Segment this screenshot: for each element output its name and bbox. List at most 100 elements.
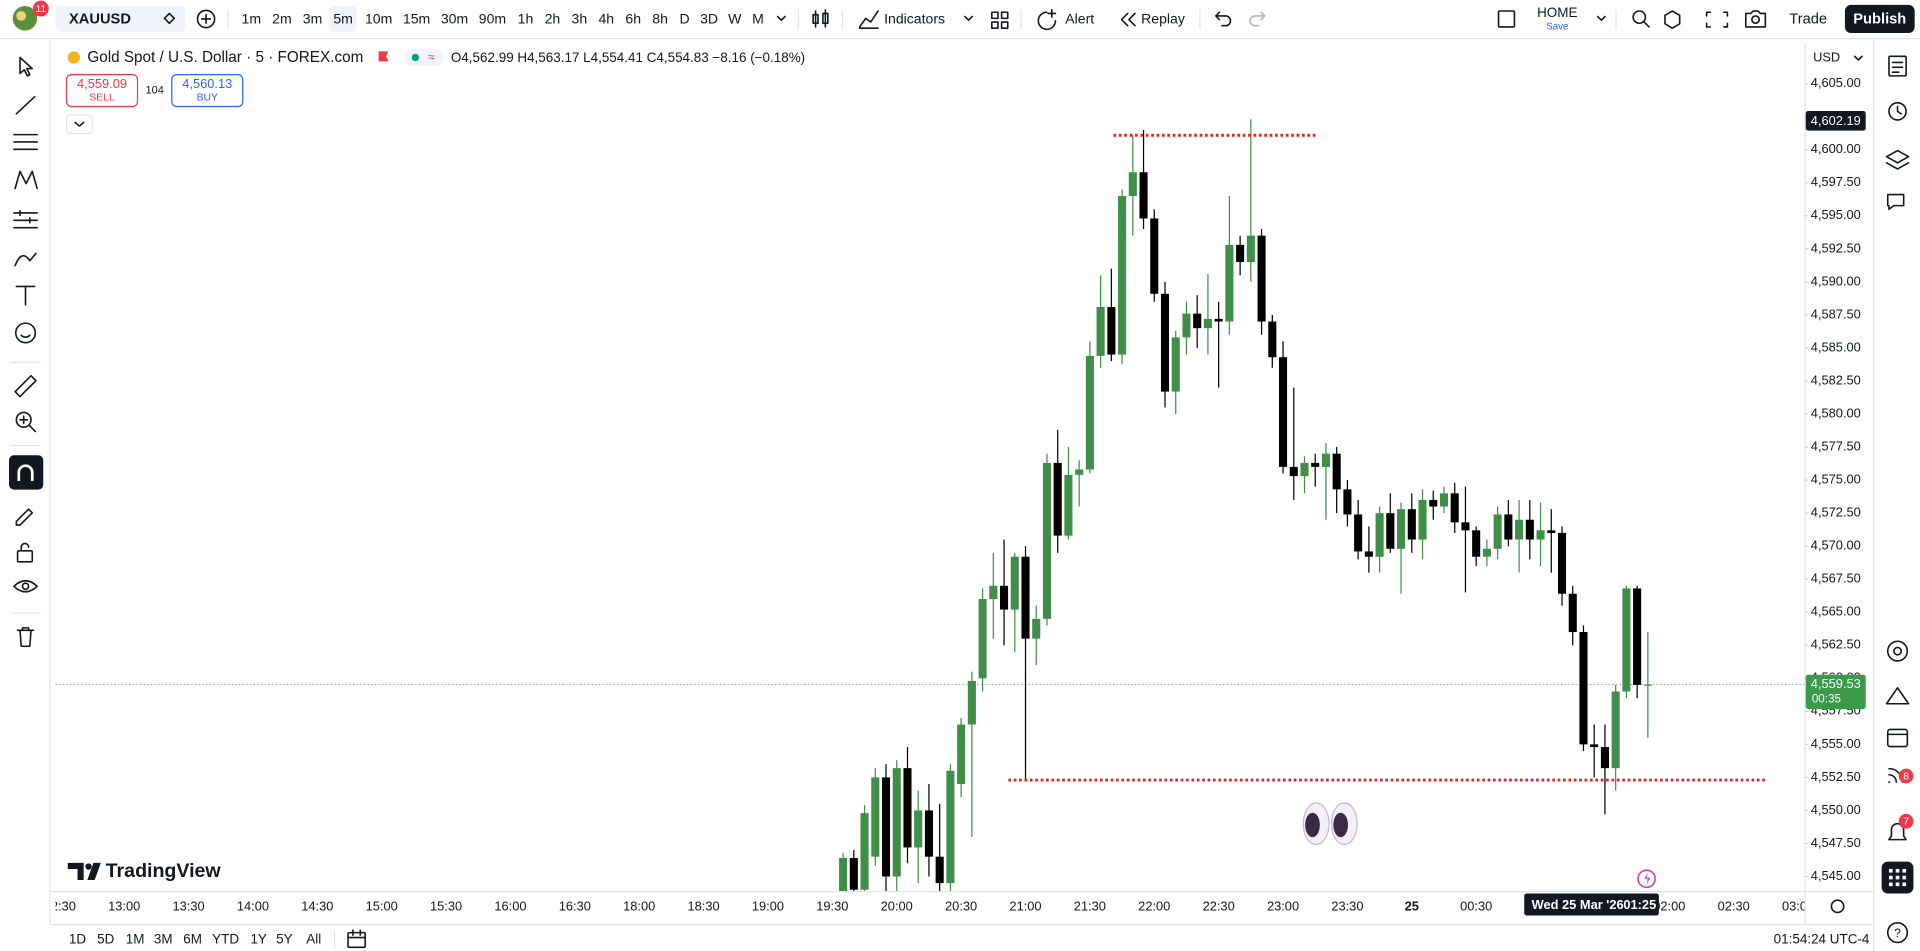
calendar-button[interactable]	[1886, 728, 1909, 748]
remove-tool[interactable]	[16, 627, 35, 648]
publish-button[interactable]: Publish	[1853, 11, 1906, 27]
axis-settings[interactable]	[1830, 899, 1845, 914]
range-button[interactable]: All	[306, 932, 321, 947]
layout-name[interactable]: HOME	[1537, 5, 1577, 20]
timeframe-button[interactable]: 1m	[242, 10, 262, 26]
lock-all-tool[interactable]	[16, 549, 34, 563]
candle-body	[892, 768, 901, 877]
y-tick-label: 4,555.00	[1811, 736, 1861, 751]
currency-dropdown[interactable]	[1853, 55, 1863, 61]
icon-tool[interactable]	[14, 322, 37, 344]
status-pill[interactable]	[404, 48, 444, 67]
watchlist-button[interactable]	[1888, 55, 1907, 77]
zoom-tool-plus	[19, 415, 37, 433]
sell-button[interactable]	[65, 74, 139, 108]
flag[interactable]	[378, 51, 389, 62]
symbol-search[interactable]	[55, 6, 186, 32]
alerts-button[interactable]	[1888, 102, 1907, 121]
layout-button[interactable]	[1497, 10, 1516, 28]
range-button[interactable]: 6M	[183, 932, 202, 947]
timeframe-button[interactable]: 6h	[625, 10, 641, 26]
timeframe-button[interactable]: 4h	[598, 10, 614, 26]
timeframe-button[interactable]: 15m	[403, 10, 430, 26]
candle-body	[1053, 462, 1062, 536]
timeframe-button[interactable]: 1h	[518, 10, 534, 26]
prediction-tool[interactable]	[13, 209, 38, 229]
buy-button[interactable]	[171, 74, 244, 108]
x-tick-label: 16:00	[494, 898, 526, 913]
candle-body	[1236, 244, 1245, 263]
timeframe-dropdown[interactable]	[776, 15, 786, 21]
object-tree-button[interactable]	[1885, 149, 1910, 170]
x-tick-label: 00:30	[1460, 898, 1492, 913]
snapshot-lens	[1751, 15, 1761, 25]
templates-button[interactable]	[991, 11, 1009, 29]
hide-tool[interactable]	[13, 579, 38, 593]
notifications-button[interactable]	[1888, 822, 1907, 841]
publish-button-bg[interactable]	[1844, 4, 1915, 34]
timeframe-button[interactable]: W	[728, 10, 742, 26]
target-button[interactable]	[1886, 640, 1909, 662]
timeframe-group: 1m 2m 3m 5m 10m 15m 30m 90m 1h 2h 3h 4h 6h 8h D 3D W M	[242, 6, 786, 32]
cursor-tool[interactable]	[19, 56, 34, 77]
fullscreen-button[interactable]	[1705, 11, 1729, 28]
currency[interactable]: USD	[1813, 50, 1840, 65]
range-button[interactable]: 3M	[154, 932, 173, 947]
range-button[interactable]: 5D	[97, 932, 114, 947]
text-tool[interactable]	[15, 285, 36, 306]
chart-type-button[interactable]	[812, 8, 829, 28]
go-to-date[interactable]	[347, 931, 366, 949]
magnet-tool-bg[interactable]	[9, 455, 44, 490]
undo-button[interactable]	[1215, 11, 1232, 27]
trend-line-tool[interactable]	[15, 95, 36, 115]
timeframe-button[interactable]: 10m	[365, 10, 392, 26]
clock[interactable]: 01:54:24 UTC-4	[1774, 932, 1870, 947]
help-mark: ?	[1894, 926, 1901, 940]
range-button[interactable]: YTD	[212, 932, 239, 947]
lock-drawing-tool[interactable]	[15, 508, 34, 526]
fib-tool[interactable]	[13, 133, 38, 151]
timeframe-button[interactable]: 90m	[479, 10, 506, 26]
candle-body	[1590, 744, 1599, 748]
quick-search-button[interactable]	[1632, 10, 1647, 25]
timeframe-button[interactable]: 3D	[700, 10, 718, 26]
candle-body	[1107, 307, 1116, 355]
range-button[interactable]: 5Y	[276, 932, 292, 947]
timeframe-button[interactable]: D	[680, 10, 690, 26]
timeframe-button[interactable]: 8h	[652, 10, 668, 26]
redo-button[interactable]	[1249, 11, 1266, 27]
layout-dropdown[interactable]	[1596, 15, 1606, 21]
indicators-button[interactable]: Indicators	[884, 10, 945, 26]
dropdown-icon[interactable]	[964, 15, 974, 21]
ruler-tool[interactable]	[14, 374, 37, 398]
screener-button[interactable]	[1885, 687, 1910, 705]
buy-price: 4,560.13	[182, 76, 232, 91]
timeframe-button[interactable]: 30m	[441, 10, 468, 26]
legend-collapse[interactable]	[65, 114, 93, 135]
help-button[interactable]	[1886, 922, 1909, 944]
trade-button[interactable]: Trade	[1789, 11, 1827, 27]
timeframe-button[interactable]: M	[752, 10, 764, 26]
candle-body	[1536, 530, 1545, 540]
crosshair-time: 01:25	[1623, 897, 1656, 912]
timeframe-button[interactable]: 2m	[272, 10, 292, 26]
timeframe-button[interactable]: 3h	[572, 10, 588, 26]
zoom-tool[interactable]	[15, 411, 32, 428]
range-button[interactable]: 1D	[69, 932, 86, 947]
timeframe-button[interactable]: 3m	[303, 10, 323, 26]
layout-save[interactable]: Save	[1546, 22, 1568, 33]
alert-button[interactable]: Alert	[1065, 10, 1094, 26]
settings-button[interactable]	[1664, 10, 1681, 29]
replay-button[interactable]: Replay	[1141, 10, 1185, 26]
chat-button[interactable]	[1886, 193, 1905, 211]
candle-body	[871, 777, 880, 857]
timeframe-button[interactable]: 5m	[333, 10, 353, 26]
brush-tool[interactable]	[14, 252, 37, 267]
range-button[interactable]: 1Y	[250, 932, 266, 947]
timeframe-button[interactable]: 2h	[545, 10, 561, 26]
pattern-tool[interactable]	[14, 170, 38, 190]
bottom-bar: 01:54:24 UTC-4 1D 5D 1M 3M 6M YTD 1Y 5Y All	[69, 929, 1870, 949]
snapshot-button[interactable]	[1744, 10, 1767, 28]
range-button[interactable]: 1M	[126, 932, 145, 947]
compare-button[interactable]	[196, 9, 216, 29]
